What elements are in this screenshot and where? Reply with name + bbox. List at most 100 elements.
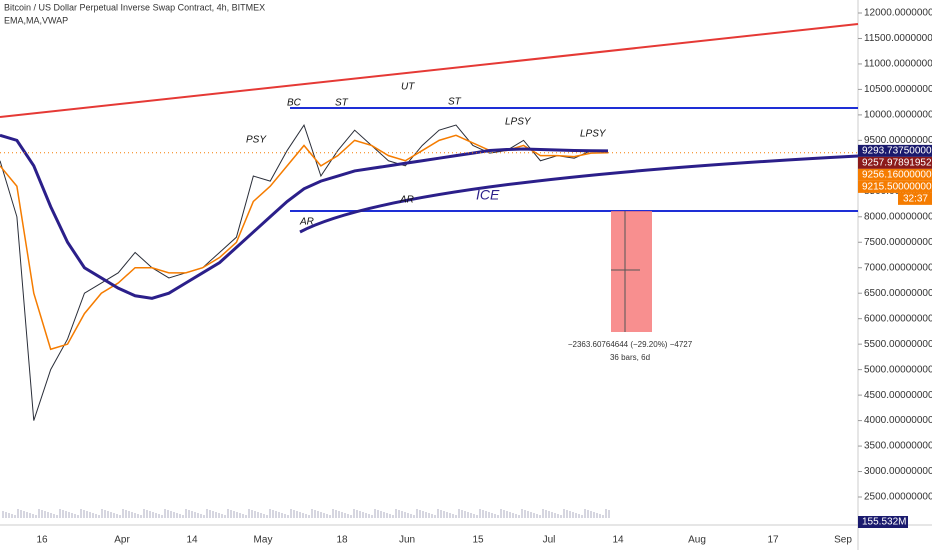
volume-bar <box>62 510 64 518</box>
measure-box <box>611 211 652 332</box>
volume-bar <box>503 510 505 518</box>
volume-bar <box>575 513 577 518</box>
volume-bar <box>194 512 196 518</box>
volume-bar <box>23 511 25 518</box>
volume-bar <box>11 514 13 518</box>
volume-bar <box>359 511 361 518</box>
price-tag <box>858 168 932 181</box>
volume-bar <box>437 509 439 518</box>
volume-bar <box>248 509 250 518</box>
y-tick-label: 4000.00000000 <box>864 415 932 426</box>
volume-bar <box>74 514 76 518</box>
volume-bar <box>38 509 40 518</box>
volume-bar <box>185 509 187 518</box>
volume-bar <box>233 511 235 518</box>
x-tick-label: 14 <box>186 535 198 546</box>
volume-bar <box>182 515 184 518</box>
y-tick-label: 8000.00000000 <box>864 211 932 222</box>
trend-line <box>0 23 859 118</box>
volume-bar <box>188 510 190 518</box>
volume-bar <box>320 512 322 518</box>
volume-bar <box>164 509 166 518</box>
volume-bar <box>113 513 115 518</box>
volume-bar <box>401 511 403 518</box>
volume-bar <box>374 509 376 518</box>
volume-bar <box>332 509 334 518</box>
volume-bar <box>377 510 379 518</box>
volume-bar <box>5 512 7 518</box>
y-tick-label: 3000.00000000 <box>864 466 932 477</box>
volume-bar <box>467 512 469 518</box>
y-tick-label: 3500.00000000 <box>864 441 932 452</box>
y-tick-label: 4500.00000000 <box>864 390 932 401</box>
plot <box>0 123 858 518</box>
volume-tag-label: 155.532M <box>862 517 906 528</box>
volume-bar <box>110 512 112 518</box>
y-tick-label: 7500.00000000 <box>864 237 932 248</box>
volume-bar <box>230 510 232 518</box>
volume-bar <box>404 512 406 518</box>
volume-bar <box>17 509 19 518</box>
volume-bar <box>587 510 589 518</box>
chart-title: Bitcoin / US Dollar Perpetual Inverse Sw… <box>4 2 265 12</box>
volume-bar <box>287 515 289 518</box>
volume-bar <box>371 515 373 518</box>
volume-bar <box>173 512 175 518</box>
annotation: BC <box>287 98 302 109</box>
volume-bar <box>86 511 88 518</box>
annotation: ST <box>448 97 462 108</box>
price-tag <box>858 144 932 157</box>
volume-bar <box>506 511 508 518</box>
volume-bar <box>128 511 130 518</box>
volume-bar <box>236 512 238 518</box>
volume-bar <box>29 513 31 518</box>
volume-bar <box>122 509 124 518</box>
volume-bar <box>509 512 511 518</box>
volume-bar <box>266 515 268 518</box>
volume-bar <box>41 510 43 518</box>
volume-bar <box>245 515 247 518</box>
volume-bar <box>440 510 442 518</box>
annotation: ST <box>335 98 349 109</box>
volume-bar <box>209 510 211 518</box>
volume-bar <box>458 509 460 518</box>
volume-bar <box>569 511 571 518</box>
x-tick-label: 15 <box>472 535 484 546</box>
volume-bar <box>557 514 559 518</box>
volume-bar <box>191 511 193 518</box>
indicators: EMA,MA,VWAP <box>4 15 68 25</box>
volume-bar <box>353 509 355 518</box>
volume-bar <box>434 515 436 518</box>
y-tick-label: 6000.00000000 <box>864 313 932 324</box>
volume-bar <box>521 509 523 518</box>
measure-label: −2363.60764644 (−29.20%) −4727 <box>568 340 693 349</box>
volume-bar <box>452 514 454 518</box>
volume-bar <box>416 509 418 518</box>
volume-bar <box>257 512 259 518</box>
x-tick-label: Aug <box>688 535 706 546</box>
price-tag-label: 9293.73750000 <box>862 146 932 157</box>
volume-bar <box>2 511 4 518</box>
volume-bar <box>158 514 160 518</box>
volume-bar <box>155 513 157 518</box>
y-tick-label: 11000.00000000 <box>864 59 932 70</box>
volume-bar <box>356 510 358 518</box>
volume-bar <box>578 514 580 518</box>
volume-bar <box>20 510 22 518</box>
volume-bar <box>485 511 487 518</box>
x-tick-label: 17 <box>767 535 779 546</box>
volume-bar <box>518 515 520 518</box>
volume-bar <box>533 513 535 518</box>
volume-bar <box>305 514 307 518</box>
volume-bar <box>311 509 313 518</box>
volume-bar <box>176 513 178 518</box>
volume-bar <box>473 514 475 518</box>
volume-bar <box>362 512 364 518</box>
volume-bar <box>542 509 544 518</box>
volume-bar <box>494 514 496 518</box>
price-tag <box>858 156 932 169</box>
volume-bar <box>419 510 421 518</box>
volume-bar <box>398 510 400 518</box>
volume-bar <box>197 513 199 518</box>
